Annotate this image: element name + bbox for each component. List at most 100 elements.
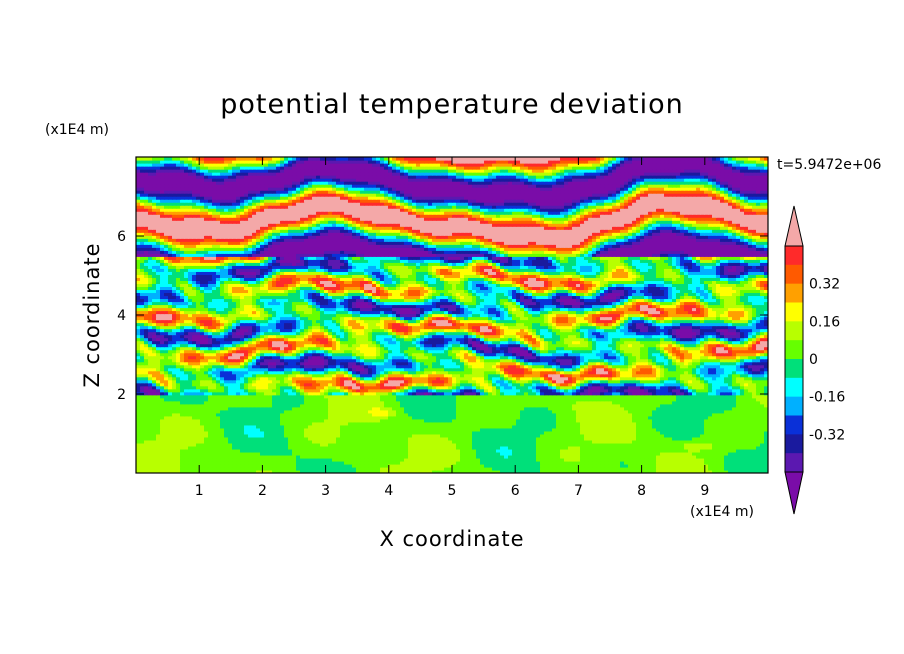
field-cell (456, 457, 461, 462)
field-cell (208, 445, 213, 450)
field-cell (632, 469, 637, 473)
field-cell (264, 448, 269, 453)
field-cell (268, 460, 273, 465)
field-cell (252, 442, 257, 447)
field-cell (612, 436, 617, 441)
field-cell (308, 424, 313, 429)
field-cell (436, 436, 441, 441)
field-cell (476, 412, 481, 417)
field-cell (408, 469, 413, 473)
field-cell (568, 424, 573, 429)
field-cell (720, 463, 725, 468)
field-cell (544, 448, 549, 453)
field-cell (636, 463, 641, 468)
field-cell (532, 427, 537, 432)
field-cell (700, 412, 705, 417)
field-cell (672, 418, 677, 423)
field-cell (604, 469, 609, 473)
field-cell (584, 445, 589, 450)
field-cell (536, 460, 541, 465)
field-cell (764, 430, 768, 435)
field-cell (484, 457, 489, 462)
field-cell (688, 457, 693, 462)
field-cell (320, 451, 325, 456)
field-cell (504, 469, 509, 473)
field-cell (588, 436, 593, 441)
field-cell (740, 439, 745, 444)
field-cell (392, 436, 397, 441)
field-cell (152, 409, 157, 414)
field-cell (372, 469, 377, 473)
field-cell (440, 433, 445, 438)
field-cell (528, 415, 533, 420)
field-cell (172, 439, 177, 444)
field-cell (180, 436, 185, 441)
field-cell (228, 469, 233, 473)
field-cell (496, 457, 501, 462)
field-cell (392, 421, 397, 426)
field-cell (204, 439, 209, 444)
field-cell (600, 442, 605, 447)
field-cell (168, 466, 173, 471)
field-cell (696, 424, 701, 429)
field-cell (584, 442, 589, 447)
field-cell (252, 463, 257, 468)
field-cell (552, 469, 557, 473)
field-cell (532, 421, 537, 426)
field-cell (228, 412, 233, 417)
field-cell (232, 430, 237, 435)
field-cell (716, 469, 721, 473)
field-cell (236, 418, 241, 423)
field-cell (192, 463, 197, 468)
field-cell (532, 457, 537, 462)
field-cell (396, 442, 401, 447)
field-cell (512, 427, 517, 432)
field-cell (684, 427, 689, 432)
field-cell (212, 454, 217, 459)
field-cell (204, 433, 209, 438)
field-cell (452, 424, 457, 429)
field-cell (672, 412, 677, 417)
field-cell (432, 448, 437, 453)
field-cell (464, 409, 469, 414)
field-cell (732, 445, 737, 450)
field-cell (732, 448, 737, 453)
field-cell (724, 427, 729, 432)
field-cell (412, 427, 417, 432)
field-cell (520, 457, 525, 462)
field-cell (708, 412, 713, 417)
field-cell (544, 412, 549, 417)
field-cell (380, 424, 385, 429)
field-cell (488, 436, 493, 441)
field-cell (400, 418, 405, 423)
field-cell (572, 466, 577, 471)
field-cell (468, 418, 473, 423)
field-cell (200, 436, 205, 441)
field-cell (568, 418, 573, 423)
field-cell (764, 454, 768, 459)
field-cell (448, 460, 453, 465)
field-cell (756, 433, 761, 438)
field-cell (304, 421, 309, 426)
field-cell (268, 463, 273, 468)
field-cell (636, 427, 641, 432)
field-cell (256, 427, 261, 432)
field-cell (312, 442, 317, 447)
field-cell (764, 439, 768, 444)
field-cell (288, 469, 293, 473)
field-cell (356, 418, 361, 423)
field-cell (332, 448, 337, 453)
field-cell (392, 415, 397, 420)
field-cell (636, 451, 641, 456)
field-cell (600, 415, 605, 420)
field-cell (632, 433, 637, 438)
field-cell (276, 457, 281, 462)
field-cell (584, 439, 589, 444)
field-cell (736, 451, 741, 456)
field-cell (648, 427, 653, 432)
field-cell (564, 436, 569, 441)
field-cell (568, 412, 573, 417)
field-cell (496, 448, 501, 453)
field-cell (684, 421, 689, 426)
field-cell (356, 424, 361, 429)
